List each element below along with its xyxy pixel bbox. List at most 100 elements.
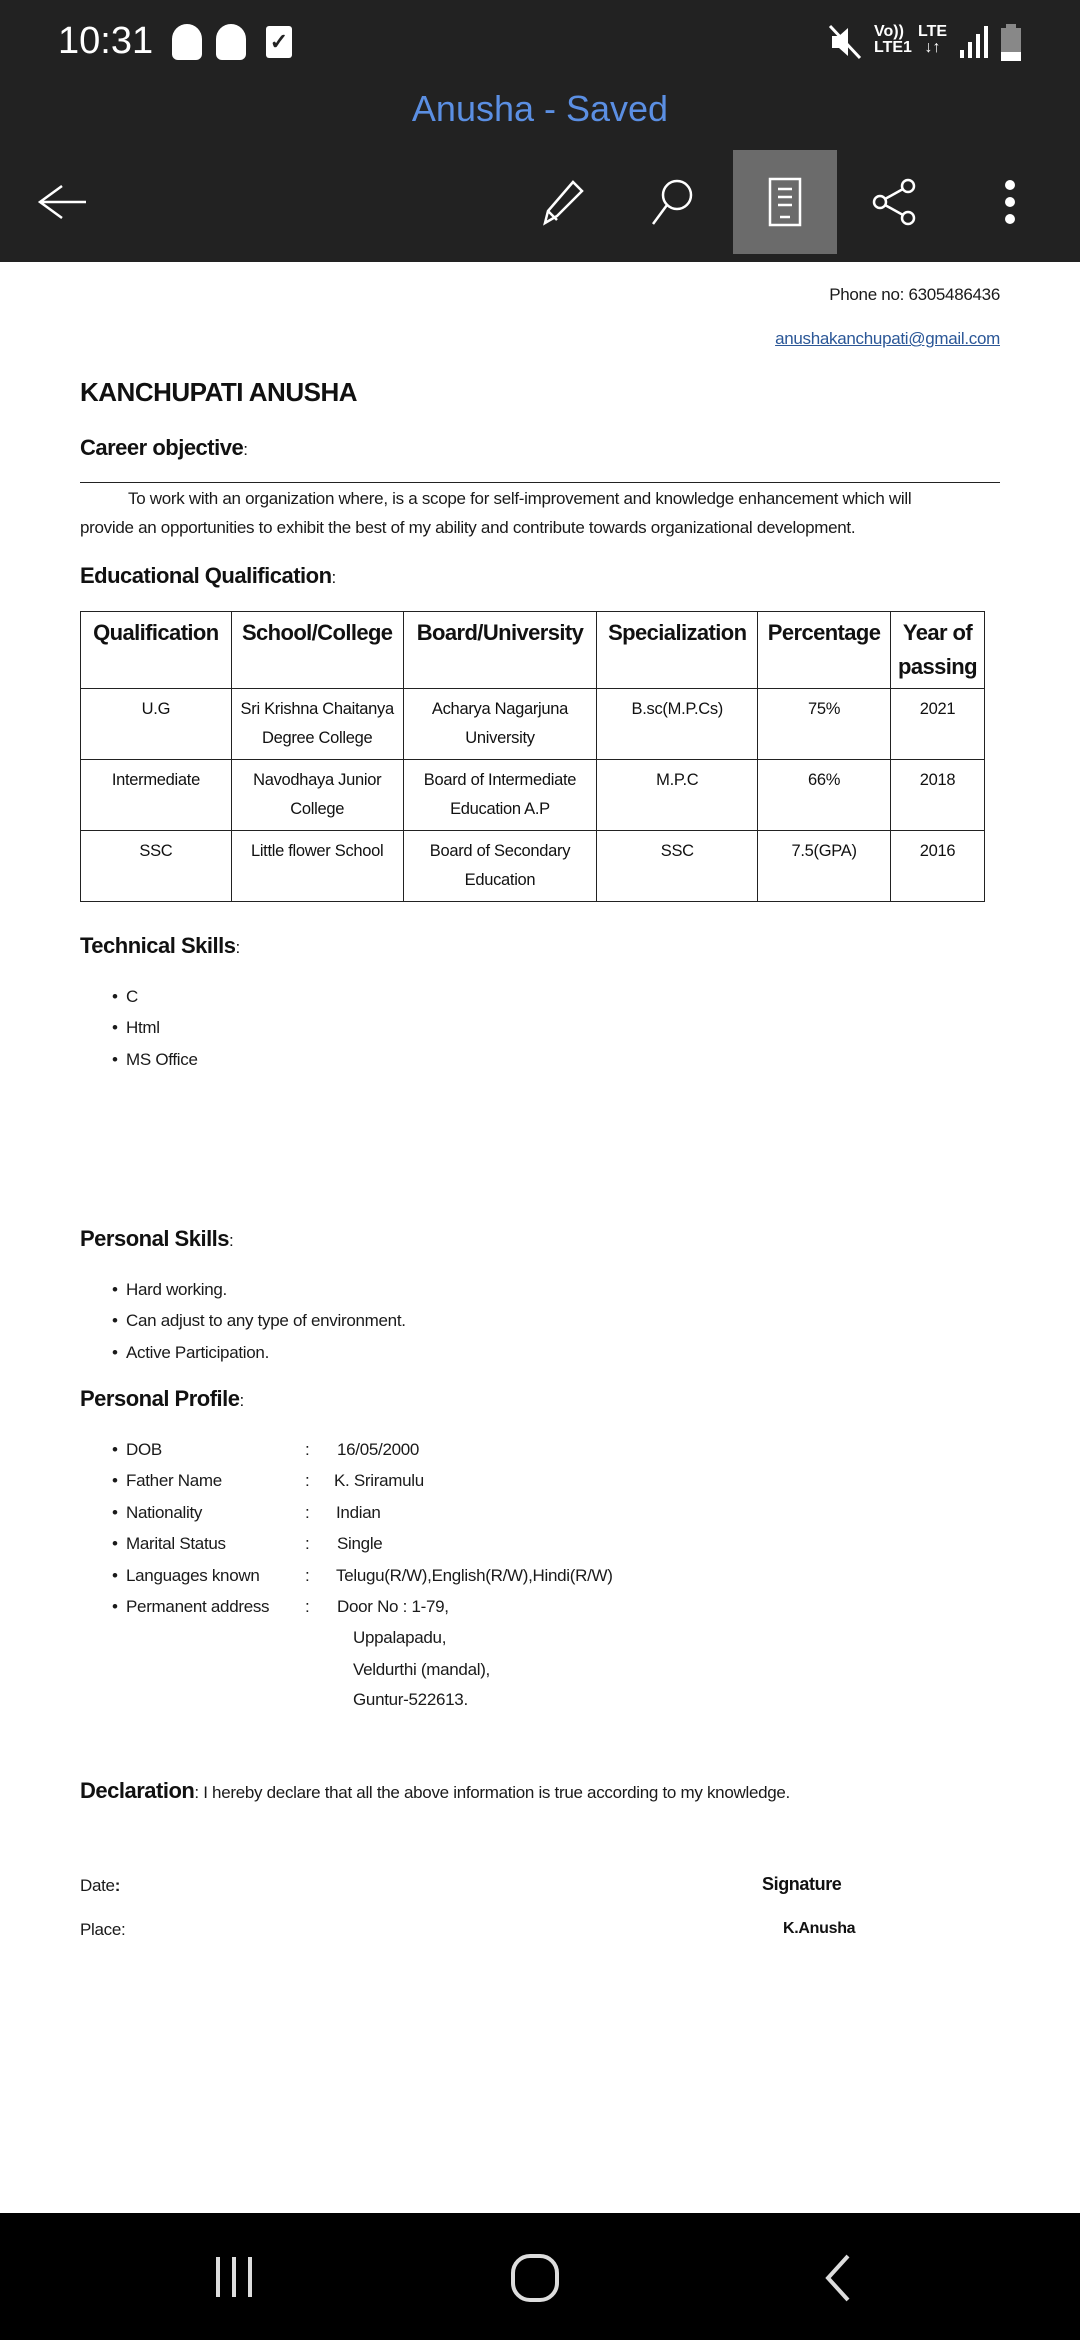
profile-label: Nationality: [112, 1503, 202, 1523]
list-item: Active Participation.: [112, 1343, 269, 1363]
status-time: 10:31: [58, 20, 154, 62]
table-cell: 2021: [890, 688, 985, 760]
table-cell: 66%: [757, 759, 892, 831]
phone-number: Phone no: 6305486436: [829, 285, 1000, 304]
colon: :: [305, 1534, 310, 1553]
table-cell: SSC: [80, 830, 232, 902]
list-item: C: [112, 987, 138, 1007]
table-row: Intermediate Navodhaya Junior College Bo…: [80, 759, 985, 831]
snapchat-ghost-icon: [216, 24, 246, 60]
career-objective-heading: Career objective:: [80, 435, 248, 460]
declaration-text: I hereby declare that all the above info…: [203, 1783, 790, 1802]
list-item: Can adjust to any type of environment.: [112, 1311, 406, 1331]
email-link[interactable]: anushakanchupati@gmail.com: [775, 329, 1000, 348]
profile-label: Marital Status: [112, 1534, 226, 1554]
more-options-button[interactable]: [958, 150, 1062, 254]
share-icon: [872, 178, 916, 226]
app-header: 10:31 ✓ Vo)) LTE1 LTE ↓↑ Anusha - Saved: [0, 0, 1080, 262]
list-item: Hard working.: [112, 1280, 227, 1300]
header-cell: Board/University: [402, 611, 598, 689]
heading-text: Personal Skills: [80, 1226, 230, 1251]
data-arrows-icon: ↓↑: [924, 39, 941, 56]
heading-text: Technical Skills: [80, 933, 236, 958]
colon: :: [305, 1440, 310, 1459]
edit-button[interactable]: [510, 150, 614, 254]
date-label: Date:: [80, 1876, 121, 1895]
share-button[interactable]: [843, 150, 947, 254]
list-item: MS Office: [112, 1050, 198, 1070]
address-line: Veldurthi (mandal),: [353, 1660, 490, 1679]
volte-icon: Vo)) LTE1: [874, 24, 912, 56]
table-row: U.G Sri Krishna Chaitanya Degree College…: [80, 688, 985, 760]
list-item: Html: [112, 1018, 160, 1038]
address-line: Guntur-522613.: [353, 1690, 468, 1709]
back-button[interactable]: [10, 150, 114, 254]
heading-text: Educational Qualification: [80, 563, 332, 588]
table-cell: U.G: [80, 688, 232, 760]
colon: :: [305, 1597, 310, 1616]
header-cell: Qualification: [80, 611, 232, 689]
table-cell: Board of Intermediate Education A.P: [402, 759, 598, 831]
colon: :: [305, 1503, 310, 1522]
objective-line-2: provide an opportunities to exhibit the …: [80, 518, 856, 537]
technical-skills-heading: Technical Skills:: [80, 933, 240, 958]
profile-value: Door No : 1-79,: [337, 1597, 449, 1616]
declaration-heading: Declaration: [80, 1778, 195, 1803]
signature-label: Signature: [762, 1874, 842, 1894]
candidate-name: KANCHUPATI ANUSHA: [80, 377, 358, 407]
table-cell: Little flower School: [230, 830, 404, 902]
mute-icon: [828, 24, 862, 60]
place-label: Place:: [80, 1920, 126, 1939]
personal-profile-heading: Personal Profile:: [80, 1386, 244, 1411]
signal-icon: [960, 26, 988, 58]
checkbox-notification-icon: ✓: [266, 26, 292, 58]
mobile-view-icon: [768, 177, 802, 227]
lte1-label: LTE1: [874, 39, 912, 56]
lte-label: LTE: [918, 23, 948, 40]
header-cell: School/College: [230, 611, 404, 689]
table-cell: M.P.C: [596, 759, 759, 831]
header-cell: Percentage: [757, 611, 892, 689]
address-line: Uppalapadu,: [353, 1628, 447, 1647]
recent-apps-icon[interactable]: [212, 2255, 256, 2299]
profile-value: 16/05/2000: [337, 1440, 420, 1459]
education-heading: Educational Qualification:: [80, 563, 336, 588]
profile-value: Telugu(R/W),English(R/W),Hindi(R/W): [336, 1566, 613, 1585]
declaration-colon: :: [194, 1783, 204, 1802]
colon: :: [305, 1566, 310, 1585]
search-icon: [651, 179, 693, 225]
profile-value: K. Sriramulu: [334, 1471, 424, 1490]
heading-text: Personal Profile: [80, 1386, 240, 1411]
personal-skills-heading: Personal Skills:: [80, 1226, 234, 1251]
profile-label: Father Name: [112, 1471, 222, 1491]
table-cell: 75%: [757, 688, 892, 760]
table-cell: 2016: [890, 830, 985, 902]
document-title: Anusha - Saved: [411, 88, 669, 129]
table-row: SSC Little flower School Board of Second…: [80, 830, 985, 902]
profile-value: Indian: [336, 1503, 381, 1522]
volte-label: Vo)): [874, 23, 904, 40]
edit-pencil-icon: [543, 180, 584, 226]
lte-indicator: LTE ↓↑: [918, 24, 947, 56]
header-cell: Year of passing: [890, 611, 985, 689]
colon: :: [305, 1471, 310, 1490]
profile-label: Permanent address: [112, 1597, 270, 1617]
table-header-row: Qualification School/College Board/Unive…: [80, 611, 985, 689]
more-options-icon: [1005, 180, 1015, 224]
back-arrow-icon: [37, 184, 86, 220]
home-icon[interactable]: [510, 2253, 560, 2303]
date-label-text: Date: [80, 1876, 115, 1895]
table-cell: Navodhaya Junior College: [230, 759, 404, 831]
header-cell: Specialization: [596, 611, 759, 689]
table-cell: B.sc(M.P.Cs): [596, 688, 759, 760]
table-cell: SSC: [596, 830, 759, 902]
profile-label: Languages known: [112, 1566, 260, 1586]
education-table: Qualification School/College Board/Unive…: [80, 611, 985, 902]
heading-text: Career objective: [80, 435, 244, 460]
mobile-view-button[interactable]: [733, 150, 837, 254]
system-nav-bar: [0, 2213, 1080, 2340]
table-cell: 2018: [890, 759, 985, 831]
objective-line-1: To work with an organization where, is a…: [128, 489, 912, 508]
back-icon[interactable]: [822, 2253, 854, 2303]
search-button[interactable]: [620, 150, 724, 254]
